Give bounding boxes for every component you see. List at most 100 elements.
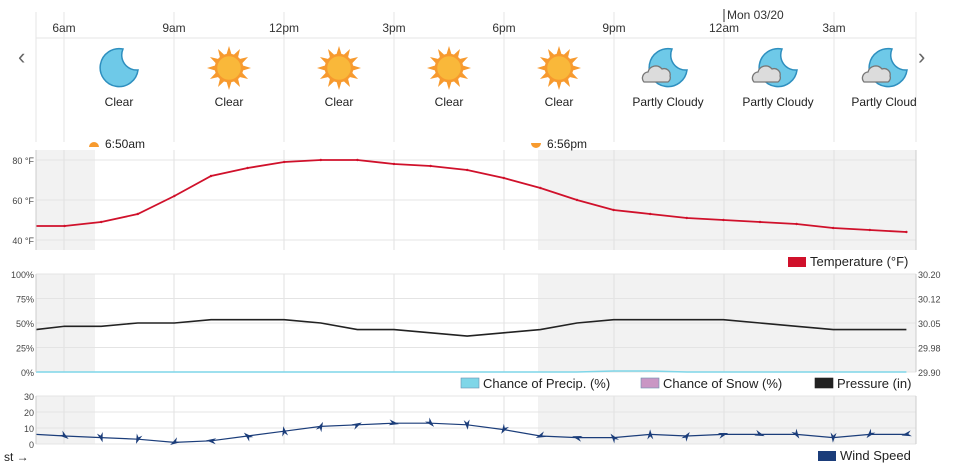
y-tick-label: 80 °F <box>12 156 34 166</box>
wind-arrow <box>535 431 547 438</box>
snow-legend-label: Chance of Snow (%) <box>663 376 782 391</box>
temperature-point <box>173 194 176 198</box>
forecast-label: Partly Cloudy <box>742 95 813 109</box>
sunset-icon <box>531 143 541 148</box>
temperature-point <box>429 164 432 168</box>
temperature-point <box>502 176 505 180</box>
wind-arrow <box>610 433 620 444</box>
temperature-point <box>209 174 213 178</box>
y-tick-label: 25% <box>16 344 34 354</box>
temperature-point <box>466 168 469 172</box>
wind-arrow <box>791 428 800 439</box>
wind-arrow <box>501 423 509 434</box>
wind-arrow <box>136 433 143 444</box>
date-marker: Mon 03/20 <box>727 8 784 22</box>
wind-arrow <box>315 421 323 433</box>
forecast-label: Partly Cloudy <box>632 95 703 109</box>
wind-legend-label: Wind Speed <box>840 448 911 463</box>
sunset-text: 6:56pm <box>547 137 587 151</box>
y-tick-label-right: 30.20 <box>918 270 941 280</box>
hour-label: 3pm <box>382 21 405 35</box>
wind-arrow <box>463 419 470 430</box>
hour-label: 6pm <box>492 21 515 35</box>
forecast-label: Clear <box>215 95 244 109</box>
wind-arrow <box>424 417 435 427</box>
precip-legend-label: Chance of Precip. (%) <box>483 376 610 391</box>
moon-cloud-icon <box>641 47 688 88</box>
wind-arrow <box>717 432 729 439</box>
temperature-point <box>283 160 286 164</box>
hour-label: 9am <box>162 21 185 35</box>
sun-icon <box>207 46 251 90</box>
y-tick-label-right: 30.05 <box>918 319 941 329</box>
wind-arrow <box>572 435 583 442</box>
temperature-point <box>722 218 725 222</box>
wind-arrow <box>58 430 69 440</box>
temperature-point <box>100 220 103 224</box>
temperature-point <box>905 230 908 234</box>
hour-label: 3am <box>822 21 845 35</box>
temperature-point <box>319 158 322 162</box>
sunrise-text: 6:50am <box>105 137 145 151</box>
next-arrow[interactable]: › <box>918 44 926 69</box>
temperature-point <box>868 228 871 232</box>
y-tick-label-right: 29.90 <box>918 368 941 378</box>
y-tick-label: 100% <box>11 270 34 280</box>
y-tick-label: 10 <box>24 424 34 434</box>
hour-label: 12am <box>709 21 739 35</box>
sun-icon <box>537 46 581 90</box>
pressure-legend-label: Pressure (in) <box>837 376 911 391</box>
wind-arrow <box>206 438 217 445</box>
pressure-line <box>35 318 907 337</box>
wind-legend-swatch <box>818 451 836 461</box>
y-tick-label: 0 <box>29 440 34 450</box>
forecast-label: Partly Cloud <box>851 95 916 109</box>
temperature-point <box>612 208 615 212</box>
wind-arrow <box>351 422 362 430</box>
hour-label: 12pm <box>269 21 299 35</box>
wind-arrow <box>170 437 181 446</box>
moon-icon <box>99 47 139 88</box>
y-tick-label: 50% <box>16 319 34 329</box>
wind-arrow <box>901 430 912 437</box>
wind-arrow <box>388 419 399 426</box>
y-tick-label-right: 30.12 <box>918 295 941 305</box>
temperature-point <box>575 198 579 202</box>
forecast-label: Clear <box>545 95 574 109</box>
temperature-legend-swatch <box>788 257 806 267</box>
y-tick-label: 40 °F <box>12 236 34 246</box>
temperature-point <box>758 220 762 224</box>
precip-line <box>36 370 907 373</box>
moon-cloud-icon <box>751 47 798 88</box>
hour-label: 6am <box>52 21 75 35</box>
sunrise-icon <box>89 142 99 147</box>
wind-arrow <box>96 431 103 443</box>
y-tick-label: 0% <box>21 368 34 378</box>
wind-arrow <box>647 429 654 440</box>
snow-legend-swatch <box>640 377 660 389</box>
temperature-point <box>832 226 835 230</box>
forecast-label: Clear <box>325 95 354 109</box>
temperature-point <box>356 158 359 162</box>
wind-arrow <box>866 428 876 439</box>
y-tick-label-right: 29.98 <box>918 344 941 354</box>
temperature-point <box>246 166 249 170</box>
temperature-point <box>392 162 396 166</box>
sun-icon <box>317 46 361 90</box>
temperature-point <box>136 212 139 216</box>
temperature-point <box>539 186 542 190</box>
temperature-point <box>795 222 798 226</box>
y-tick-label: 60 °F <box>12 196 34 206</box>
footer-note: st → <box>4 450 29 464</box>
night-shade <box>538 396 916 444</box>
wind-arrow <box>282 426 289 437</box>
y-tick-label: 30 <box>24 392 34 402</box>
moon-cloud-icon <box>861 47 908 88</box>
wind-arrow <box>681 431 690 442</box>
temperature-point <box>649 212 652 216</box>
prev-arrow[interactable]: ‹ <box>18 44 26 69</box>
y-tick-label: 75% <box>16 295 34 305</box>
temperature-point <box>63 224 66 228</box>
wind-arrow <box>830 432 837 443</box>
forecast-label: Clear <box>105 95 134 109</box>
